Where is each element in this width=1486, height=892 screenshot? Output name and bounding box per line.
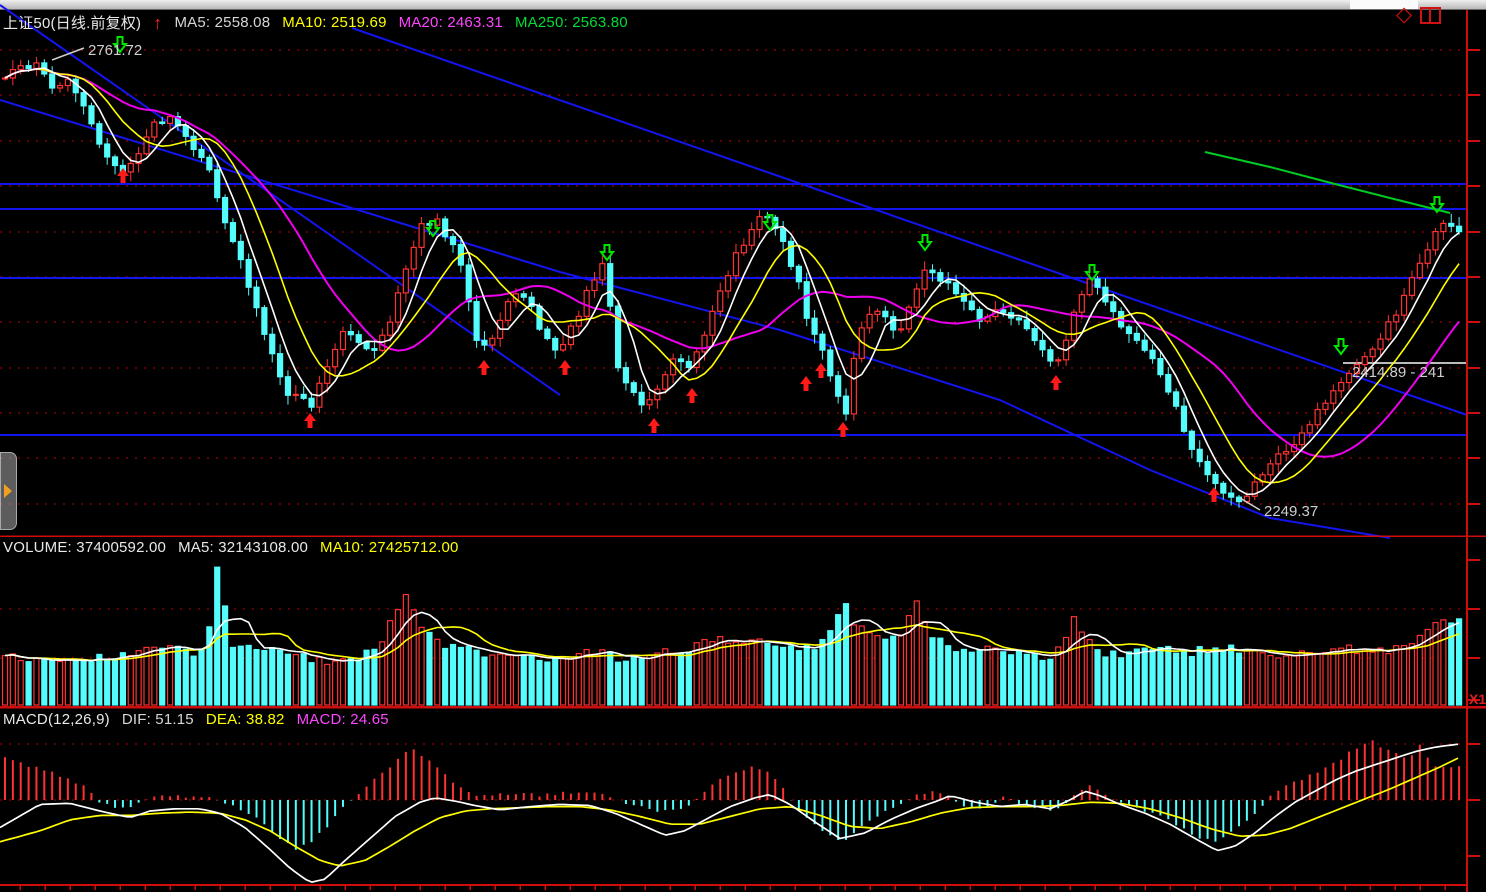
volume-ma10-value: MA10: 27425712.00 xyxy=(320,539,459,556)
macd-value: MACD: 24.65 xyxy=(296,711,389,728)
volume-value: VOLUME: 37400592.00 xyxy=(3,539,167,556)
dif-value: DIF: 51.15 xyxy=(121,711,194,728)
high-price-annotation: 2761.72 xyxy=(88,42,143,59)
macd-indicator-label: MACD(12,26,9) xyxy=(3,711,110,728)
ma5-value: MA5: 2558.08 xyxy=(174,14,271,31)
dea-value: DEA: 38.82 xyxy=(205,711,285,728)
symbol-title: 上证50(日线.前复权) xyxy=(3,15,142,32)
ma250-value: MA250: 2563.80 xyxy=(514,14,628,31)
diamond-tool-icon[interactable]: ◇ xyxy=(1396,3,1413,26)
title-strip-highlight xyxy=(1350,0,1418,9)
chart-toolbar: ◇ xyxy=(1396,3,1442,26)
volume-ma5-value: MA5: 32143108.00 xyxy=(178,539,309,556)
low-price-annotation: 2249.37 xyxy=(1264,503,1319,520)
split-window-icon[interactable] xyxy=(1420,6,1442,24)
level-line-annotation: 2414.89 - 241 xyxy=(1352,364,1445,381)
main-chart-header: 上证50(日线.前复权) ↑ MA5: 2558.08 MA10: 2519.6… xyxy=(3,12,628,33)
window-title-strip xyxy=(0,0,1486,10)
ma20-value: MA20: 2463.31 xyxy=(398,14,503,31)
macd-header: MACD(12,26,9) DIF: 51.15 DEA: 38.82 MACD… xyxy=(3,711,389,728)
expand-arrow-icon xyxy=(4,484,12,498)
volume-scale-label: X1 xyxy=(1469,691,1486,707)
volume-header: VOLUME: 37400592.00 MA5: 32143108.00 MA1… xyxy=(3,539,459,556)
sidebar-expand-handle[interactable] xyxy=(0,452,17,530)
ma10-value: MA10: 2519.69 xyxy=(282,14,387,31)
up-arrow-icon: ↑ xyxy=(153,12,163,33)
